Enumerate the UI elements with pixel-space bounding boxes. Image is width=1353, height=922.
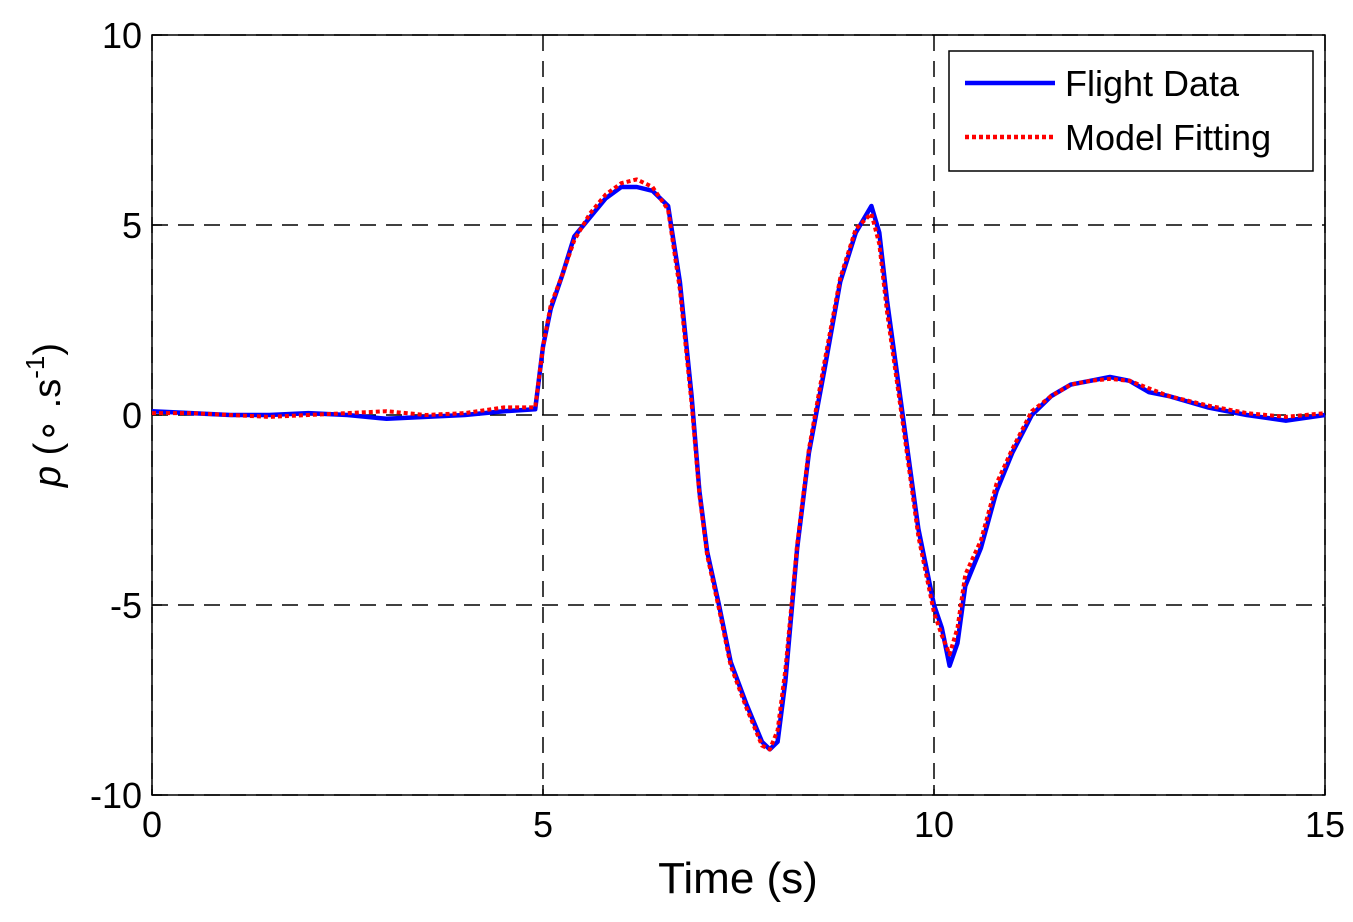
y-tick-label: 10	[102, 15, 142, 56]
legend: Flight Data Model Fitting	[948, 50, 1314, 172]
legend-box	[948, 50, 1314, 172]
x-tick-label: 15	[1305, 804, 1345, 845]
x-axis-label: Time (s)	[658, 854, 818, 903]
y-tick-label: 5	[122, 205, 142, 246]
y-tick-label: -5	[110, 585, 142, 626]
y-label-part: p	[27, 466, 69, 488]
y-tick-label: 0	[122, 395, 142, 436]
legend-label: Model Fitting	[1065, 117, 1271, 158]
y-axis-label: p (∘ .s-1)	[20, 343, 69, 488]
x-tick-label: 5	[533, 804, 553, 845]
data-line	[152, 177, 1326, 752]
y-tick-label: -10	[90, 775, 142, 816]
y-label-part: (∘ .s	[27, 379, 69, 466]
x-tick-label: 10	[914, 804, 954, 845]
y-label-part: )	[27, 343, 69, 356]
x-tick-label: 0	[142, 804, 162, 845]
y-label-part: -1	[20, 356, 50, 379]
legend-label: Flight Data	[1065, 63, 1240, 104]
